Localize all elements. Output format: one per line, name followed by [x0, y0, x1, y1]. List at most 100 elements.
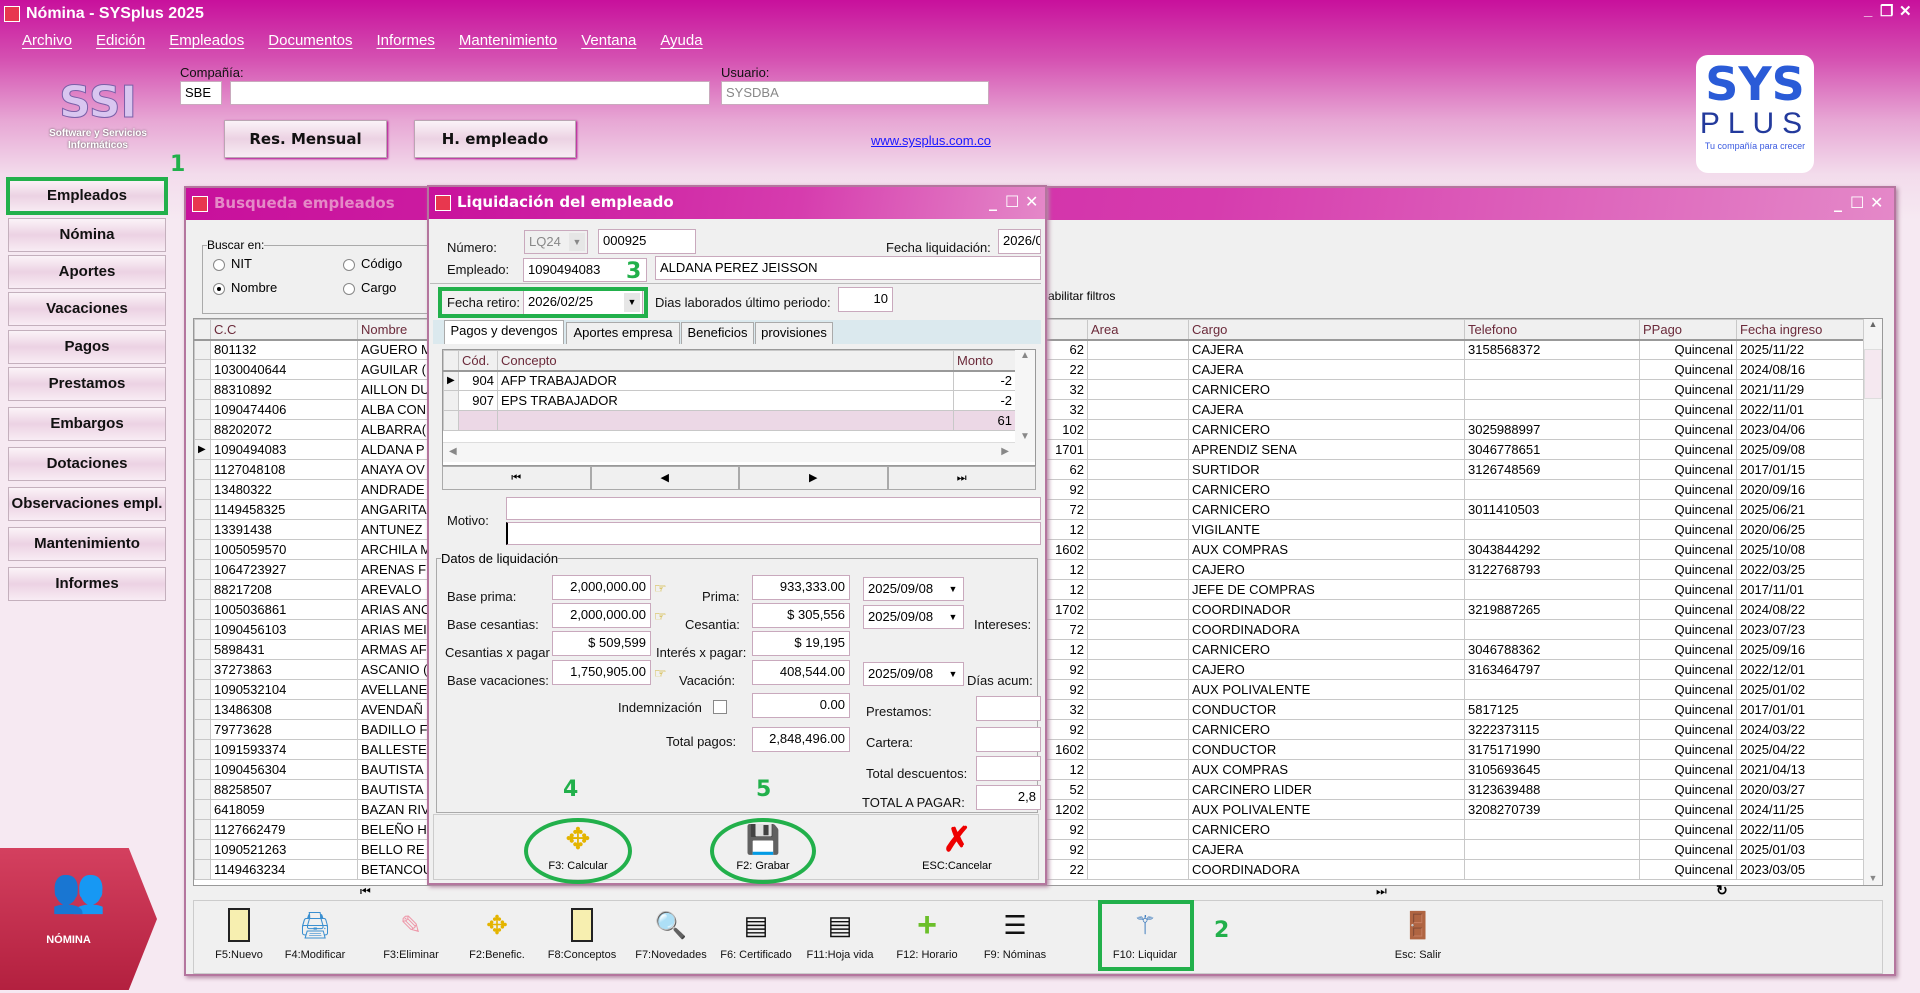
tab-provisiones[interactable]: provisiones — [755, 322, 833, 344]
company-code-input[interactable]: SBE — [180, 81, 222, 105]
minimize-icon[interactable]: _ — [1834, 193, 1842, 212]
prestamos-input[interactable] — [976, 696, 1041, 721]
prima-input[interactable]: 933,333.00 — [752, 575, 850, 600]
res-mensual-button[interactable]: Res. Mensual — [224, 120, 387, 158]
toolbar-liquidar[interactable]: ⚚ F10: Liquidar — [1105, 905, 1185, 962]
toolbar-horario[interactable]: + F12: Horario — [896, 905, 958, 962]
cartera-input[interactable] — [976, 727, 1041, 752]
h-empleado-button[interactable]: H. empleado — [414, 120, 576, 158]
toolbar-hoja-vida[interactable]: ▤ F11:Hoja vida — [800, 905, 880, 962]
menu-empleados[interactable]: Empleados — [169, 32, 245, 49]
total-pagar-input[interactable]: 2,8 — [976, 785, 1041, 810]
sidebar-nomina[interactable]: Nómina — [8, 218, 166, 252]
nav-next-icon[interactable]: ▶ — [739, 466, 888, 490]
minimize-icon[interactable]: _ — [989, 192, 997, 211]
radio-nit[interactable]: NIT — [213, 256, 252, 271]
total-pagos-input[interactable]: 2,848,496.00 — [752, 727, 850, 752]
toolbar-conceptos[interactable]: F8:Conceptos — [542, 905, 622, 961]
restore-icon[interactable]: ❐ — [1880, 3, 1894, 20]
pointing-hand-icon[interactable]: ☞ — [654, 608, 667, 624]
tab-aportes-empresa[interactable]: Aportes empresa — [566, 322, 680, 344]
radio-cargo[interactable]: Cargo — [343, 280, 396, 295]
sidebar-prestamos[interactable]: Prestamos — [8, 367, 166, 401]
sidebar-empleados[interactable]: Empleados — [8, 179, 166, 213]
tab-beneficios[interactable]: Beneficios — [681, 322, 754, 344]
empleado-name-input[interactable]: ALDANA PEREZ JEISSON — [655, 256, 1041, 280]
numero-prefix-combo[interactable]: LQ24 ▼ — [524, 230, 588, 254]
column-header[interactable]: Fecha ingreso — [1736, 319, 1865, 341]
cesantia-date-combo[interactable]: 2025/09/08 ▼ — [863, 605, 964, 629]
toolbar-novedades[interactable]: 🔍 F7:Novedades — [631, 905, 711, 962]
radio-nombre[interactable]: Nombre — [213, 280, 277, 295]
maximize-icon[interactable]: ☐ — [1005, 192, 1020, 211]
close-icon[interactable]: ✕ — [1025, 192, 1039, 211]
grid-vertical-scrollbar[interactable]: ▲ ▼ — [1863, 319, 1882, 885]
sidebar-vacaciones[interactable]: Vacaciones — [8, 292, 166, 326]
concept-row[interactable]: 907 EPS TRABAJADOR -2 — [443, 390, 1016, 411]
menu-mantenimiento[interactable]: Mantenimiento — [458, 32, 558, 49]
dias-laborados-input[interactable]: 10 — [838, 287, 893, 312]
column-header[interactable]: Telefono — [1464, 319, 1640, 341]
column-header[interactable]: Cargo — [1188, 319, 1465, 341]
website-link[interactable]: www.sysplus.com.co — [871, 133, 991, 148]
cancelar-button[interactable]: ✗ ESC:Cancelar — [902, 820, 1012, 872]
total-descuentos-input[interactable] — [976, 756, 1041, 781]
concept-row[interactable]: ▶ 904 AFP TRABAJADOR -2 — [443, 370, 1016, 391]
fecha-retiro-combo[interactable]: 2026/02/25 ▼ — [523, 290, 643, 315]
interes-pagar-input[interactable]: $ 19,195 — [752, 631, 850, 656]
base-prima-input[interactable]: 2,000,000.00 — [552, 575, 651, 600]
menu-informes[interactable]: Informes — [376, 32, 435, 49]
user-input[interactable]: SYSDBA — [721, 81, 989, 105]
grid-refresh-icon[interactable]: ↻ — [1716, 882, 1728, 898]
menu-archivo[interactable]: Archivo — [22, 32, 73, 49]
concepts-horizontal-scrollbar[interactable]: ◀ ▶ — [443, 442, 1015, 462]
toolbar-nominas[interactable]: ☰ F9: Nóminas — [975, 905, 1055, 962]
radio-codigo[interactable]: Código — [343, 256, 402, 271]
sidebar-dotaciones[interactable]: Dotaciones — [8, 447, 166, 481]
sidebar-informes[interactable]: Informes — [8, 567, 166, 601]
sidebar-mantenimiento[interactable]: Mantenimiento — [8, 527, 166, 561]
prima-date-combo[interactable]: 2025/09/08 ▼ — [863, 577, 964, 601]
grid-first-icon[interactable]: ⏮ — [360, 884, 371, 898]
close-icon[interactable]: ✕ — [1870, 193, 1884, 212]
nav-last-icon[interactable]: ⏭ — [887, 466, 1036, 490]
numero-input[interactable]: 000925 — [598, 229, 696, 254]
indemnizacion-checkbox[interactable] — [713, 700, 727, 714]
menu-ayuda[interactable]: Ayuda — [660, 32, 703, 49]
vacacion-date-combo[interactable]: 2025/09/08 ▼ — [863, 662, 964, 686]
toolbar-eliminar[interactable]: ✎ F3:Eliminar — [371, 905, 451, 962]
cesantia-input[interactable]: $ 305,556 — [752, 603, 850, 628]
nav-prior-icon[interactable]: ◀ — [590, 466, 739, 490]
toolbar-modificar[interactable]: 🖨 F4:Modificar — [275, 905, 355, 962]
pointing-hand-icon[interactable]: ☞ — [654, 580, 667, 596]
close-icon[interactable]: ✕ — [1899, 3, 1912, 20]
empleado-id-input[interactable]: 1090494083 — [523, 258, 647, 282]
column-header[interactable]: C.C — [210, 319, 358, 341]
base-cesantias-input[interactable]: 2,000,000.00 — [552, 603, 651, 628]
motivo-input-2[interactable] — [506, 522, 1041, 545]
grid-last-icon[interactable]: ⏭ — [1376, 884, 1387, 898]
toolbar-nuevo[interactable]: F5:Nuevo — [199, 905, 279, 961]
menu-edicion[interactable]: Edición — [96, 32, 146, 49]
cesantias-pagar-input[interactable]: $ 509,599 — [552, 631, 651, 656]
filters-toggle-label[interactable]: abilitar filtros — [1048, 289, 1116, 303]
column-header[interactable]: PPago — [1639, 319, 1737, 341]
menu-documentos[interactable]: Documentos — [268, 32, 353, 49]
toolbar-salir[interactable]: 🚪 Esc: Salir — [1378, 905, 1458, 962]
fecha-liquidacion-input[interactable]: 2026/0 — [998, 229, 1041, 254]
base-vacaciones-input[interactable]: 1,750,905.00 — [552, 660, 651, 685]
vacacion-input[interactable]: 408,544.00 — [752, 660, 850, 685]
column-header[interactable]: Area — [1087, 319, 1189, 341]
toolbar-benefic[interactable]: ✥ F2:Benefic. — [457, 905, 537, 962]
toolbar-certificado[interactable]: ▤ F6: Certificado — [716, 905, 796, 962]
company-name-input[interactable] — [230, 81, 710, 105]
concepts-vertical-scrollbar[interactable]: ▲ ▼ — [1015, 350, 1035, 462]
minimize-icon[interactable]: _ — [1864, 2, 1873, 19]
motivo-input-1[interactable] — [506, 497, 1041, 520]
nav-first-icon[interactable]: ⏮ — [442, 466, 591, 490]
sidebar-embargos[interactable]: Embargos — [8, 407, 166, 441]
maximize-icon[interactable]: ☐ — [1850, 193, 1865, 212]
indemnizacion-input[interactable]: 0.00 — [752, 693, 850, 718]
menu-ventana[interactable]: Ventana — [581, 32, 637, 49]
sidebar-observaciones[interactable]: Observaciones empl. — [8, 487, 166, 521]
